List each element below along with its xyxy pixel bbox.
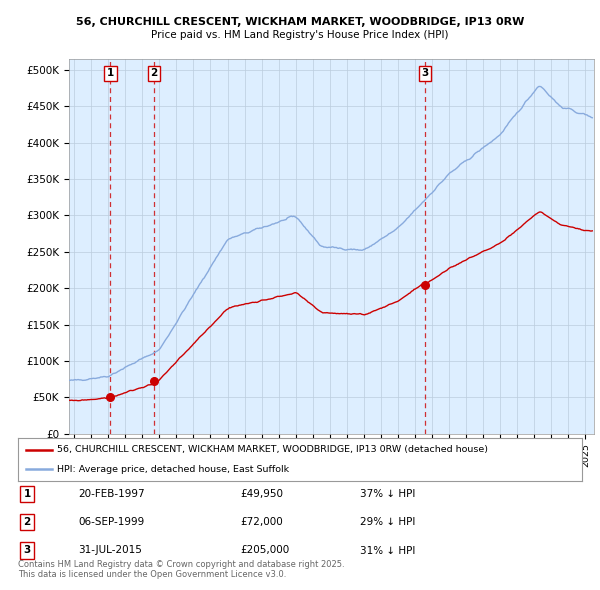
Text: HPI: Average price, detached house, East Suffolk: HPI: Average price, detached house, East… — [58, 465, 290, 474]
Text: £49,950: £49,950 — [240, 489, 283, 499]
Text: 3: 3 — [421, 68, 428, 78]
Text: 1: 1 — [107, 68, 114, 78]
Text: 56, CHURCHILL CRESCENT, WICKHAM MARKET, WOODBRIDGE, IP13 0RW: 56, CHURCHILL CRESCENT, WICKHAM MARKET, … — [76, 17, 524, 27]
Text: Contains HM Land Registry data © Crown copyright and database right 2025.
This d: Contains HM Land Registry data © Crown c… — [18, 560, 344, 579]
Text: £205,000: £205,000 — [240, 546, 289, 555]
Text: 2: 2 — [150, 68, 158, 78]
Text: 3: 3 — [23, 546, 31, 555]
Text: 2: 2 — [23, 517, 31, 527]
Text: 1: 1 — [23, 489, 31, 499]
Text: 20-FEB-1997: 20-FEB-1997 — [78, 489, 145, 499]
Text: 31% ↓ HPI: 31% ↓ HPI — [360, 546, 415, 555]
Text: Price paid vs. HM Land Registry's House Price Index (HPI): Price paid vs. HM Land Registry's House … — [151, 30, 449, 40]
Text: £72,000: £72,000 — [240, 517, 283, 527]
Text: 37% ↓ HPI: 37% ↓ HPI — [360, 489, 415, 499]
Text: 31-JUL-2015: 31-JUL-2015 — [78, 546, 142, 555]
Text: 56, CHURCHILL CRESCENT, WICKHAM MARKET, WOODBRIDGE, IP13 0RW (detached house): 56, CHURCHILL CRESCENT, WICKHAM MARKET, … — [58, 445, 488, 454]
Text: 06-SEP-1999: 06-SEP-1999 — [78, 517, 144, 527]
Text: 29% ↓ HPI: 29% ↓ HPI — [360, 517, 415, 527]
